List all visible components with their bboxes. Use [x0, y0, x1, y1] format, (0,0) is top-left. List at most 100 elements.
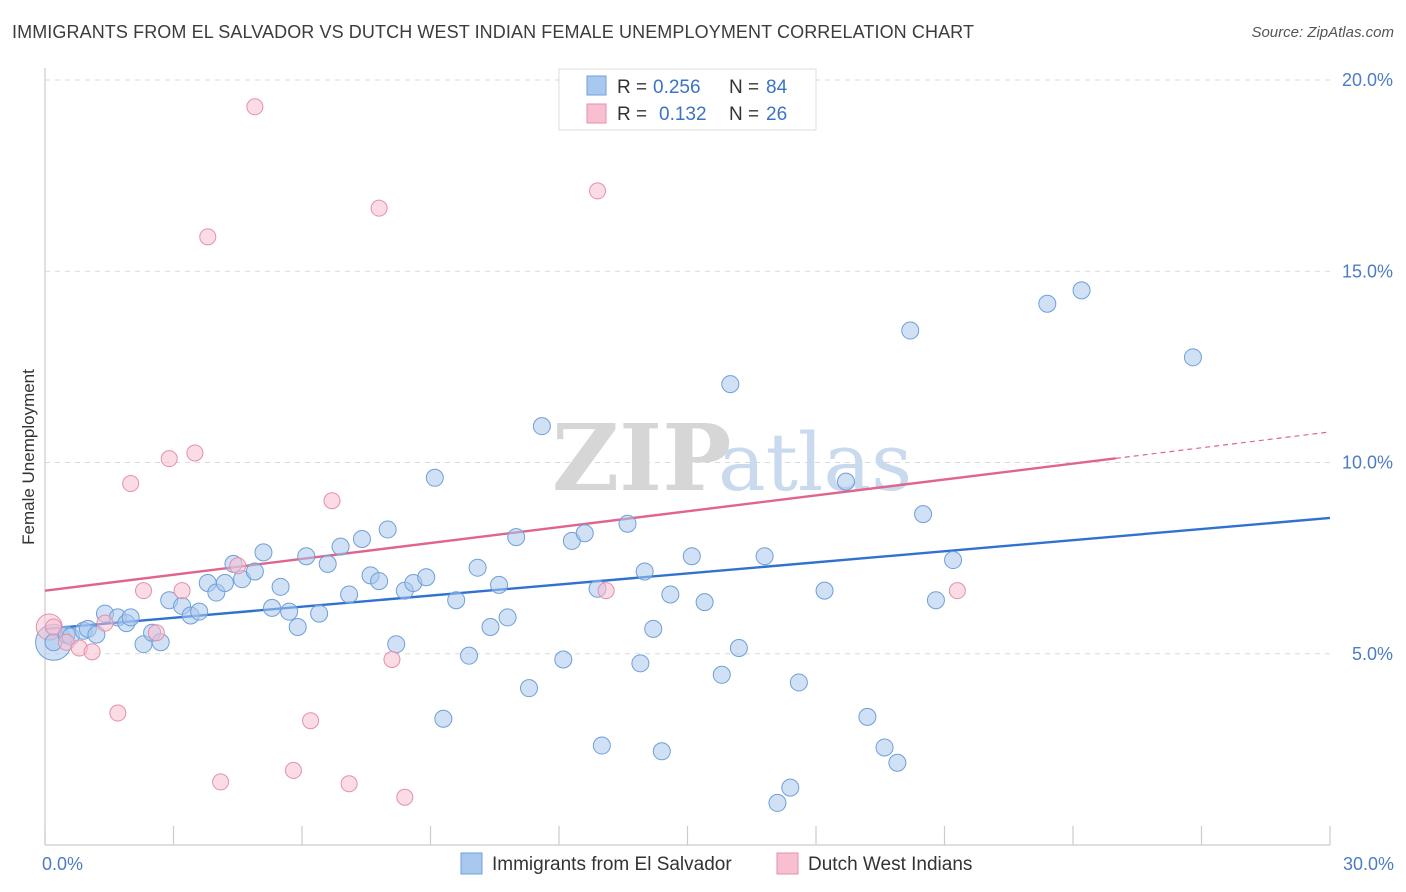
data-point-el-salvador [340, 585, 359, 604]
legend-swatch-el-salvador [460, 852, 483, 875]
data-point-dutch-west-indians [122, 475, 140, 493]
data-point-el-salvador [507, 528, 526, 547]
stats-r-value-2: 0.132 [659, 104, 707, 125]
data-point-dutch-west-indians [370, 199, 388, 217]
data-point-el-salvador [755, 547, 774, 566]
data-point-dutch-west-indians [147, 624, 165, 642]
data-point-el-salvador [387, 635, 406, 654]
data-point-dutch-west-indians [589, 182, 607, 200]
data-point-el-salvador [318, 554, 337, 573]
data-point-el-salvador [575, 524, 594, 543]
data-point-dutch-west-indians [199, 228, 217, 246]
stats-n-value-1: 84 [766, 77, 788, 98]
axes [44, 68, 1331, 846]
data-point-el-salvador [460, 646, 479, 665]
data-point-el-salvador [481, 617, 500, 636]
data-point-el-salvador [729, 639, 748, 658]
data-point-dutch-west-indians [284, 761, 302, 779]
data-point-el-salvador [652, 742, 671, 761]
stats-r-value-1: 0.256 [653, 77, 701, 98]
data-points [35, 98, 1202, 812]
data-point-el-salvador [631, 654, 650, 673]
data-point-el-salvador [352, 530, 371, 548]
data-point-dutch-west-indians [96, 614, 114, 632]
stats-n-value-2: 26 [766, 104, 787, 125]
data-point-el-salvador [875, 738, 894, 757]
data-point-el-salvador [121, 608, 140, 627]
data-point-el-salvador [331, 537, 350, 556]
data-point-el-salvador [310, 604, 329, 623]
data-point-dutch-west-indians [302, 712, 320, 730]
data-point-dutch-west-indians [340, 775, 358, 793]
legend-swatch-dutch-west-indians [776, 852, 799, 875]
data-point-el-salvador [280, 602, 299, 621]
data-point-el-salvador [378, 520, 397, 539]
data-point-el-salvador [888, 753, 907, 772]
chart-title: IMMIGRANTS FROM EL SALVADOR VS DUTCH WES… [12, 22, 975, 42]
stats-n-label-2: N = [729, 104, 759, 125]
data-point-el-salvador [781, 778, 800, 797]
data-point-el-salvador [914, 505, 933, 524]
data-point-dutch-west-indians [45, 618, 63, 636]
data-point-el-salvador [245, 562, 264, 581]
data-point-el-salvador [618, 514, 637, 533]
data-point-el-salvador [498, 608, 517, 627]
data-point-el-salvador [926, 591, 945, 610]
data-point-dutch-west-indians [383, 650, 401, 668]
watermark-atlas: atlas [718, 416, 912, 509]
data-point-el-salvador [858, 707, 877, 726]
data-point-el-salvador [254, 543, 273, 562]
data-point-dutch-west-indians [396, 788, 414, 806]
data-point-el-salvador [1183, 348, 1202, 367]
data-point-el-salvador [532, 417, 551, 436]
y-axis-title: Female Unemployment [19, 369, 38, 545]
y-tick-label: 5.0% [1352, 644, 1393, 664]
y-tick-labels: 5.0% 10.0% 15.0% 20.0% [1342, 70, 1393, 664]
data-point-el-salvador [836, 472, 855, 491]
source-label: Source: ZipAtlas.com [1251, 24, 1394, 41]
data-point-dutch-west-indians [948, 582, 966, 600]
data-point-el-salvador [695, 593, 714, 612]
data-point-el-salvador [215, 573, 234, 592]
data-point-el-salvador [263, 598, 282, 617]
y-tick-label: 20.0% [1342, 70, 1393, 90]
data-point-el-salvador [768, 793, 787, 812]
trend-line [44, 516, 1331, 631]
stats-r-label-1: R = [617, 77, 647, 98]
data-point-dutch-west-indians [160, 450, 178, 468]
data-point-el-salvador [712, 665, 731, 684]
data-point-dutch-west-indians [173, 582, 191, 600]
data-point-dutch-west-indians [135, 582, 153, 600]
data-point-dutch-west-indians [246, 98, 264, 116]
legend-label-dutch-west-indians: Dutch West Indians [808, 854, 972, 875]
data-point-el-salvador [635, 562, 654, 581]
grid-lines [45, 79, 1330, 655]
trend-line [44, 457, 1116, 592]
stats-legend: R = 0.256 N = 84 R = 0.132 N = 26 [558, 68, 817, 131]
data-point-el-salvador [661, 585, 680, 604]
data-point-el-salvador [190, 602, 209, 621]
data-point-el-salvador [417, 568, 436, 587]
data-point-el-salvador [592, 736, 611, 755]
data-point-dutch-west-indians [83, 643, 101, 661]
trend-line-extension [1115, 431, 1331, 459]
y-tick-label: 10.0% [1342, 453, 1393, 473]
x-tick-label-min: 0.0% [42, 854, 83, 874]
data-point-el-salvador [425, 468, 444, 487]
data-point-el-salvador [644, 619, 663, 638]
data-point-el-salvador [447, 591, 466, 610]
data-point-el-salvador [434, 709, 453, 728]
data-point-dutch-west-indians [597, 582, 615, 600]
data-point-el-salvador [490, 575, 509, 594]
stats-swatch-pink [586, 103, 607, 124]
data-point-el-salvador [1038, 294, 1057, 313]
data-point-dutch-west-indians [109, 704, 127, 722]
data-point-el-salvador [271, 577, 290, 596]
x-tick-label-max: 30.0% [1343, 854, 1394, 874]
data-point-el-salvador [721, 375, 740, 394]
trend-lines [44, 431, 1331, 631]
data-point-el-salvador [520, 679, 539, 698]
stats-swatch-blue [586, 75, 607, 96]
watermark: ZIP atlas [552, 404, 912, 512]
stats-n-label-1: N = [729, 77, 759, 98]
